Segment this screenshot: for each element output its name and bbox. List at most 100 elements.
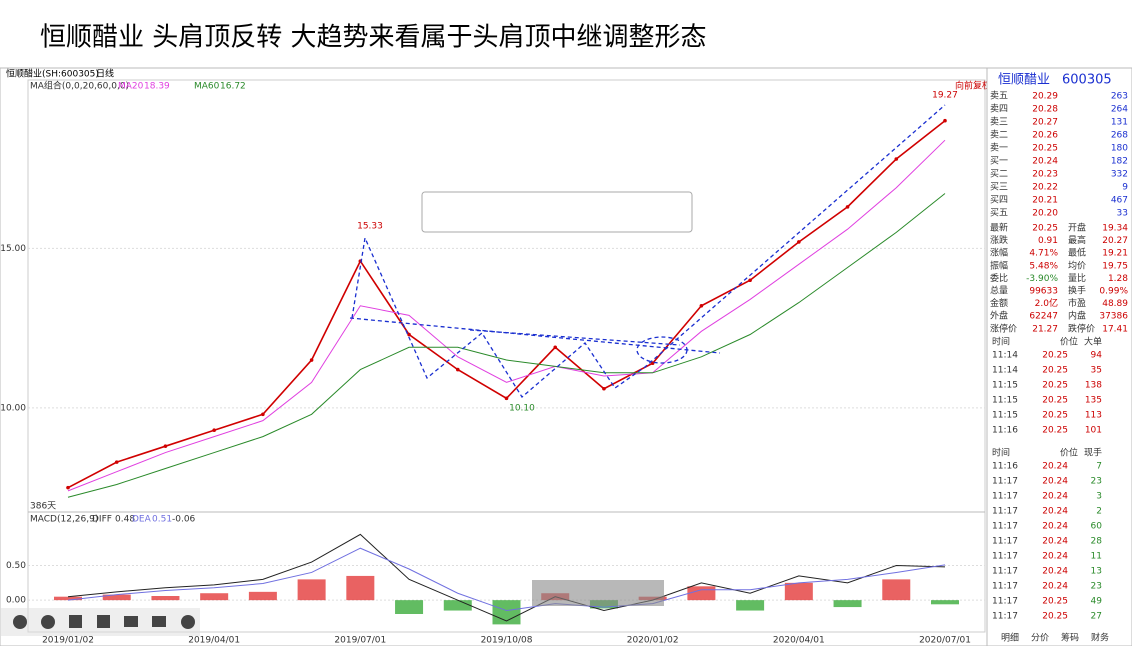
quote-cell: 7 [1096, 462, 1102, 472]
quote-cell: 卖五 [990, 91, 1008, 102]
stat-cell: 0.99% [1099, 287, 1128, 297]
tab[interactable]: 明细 [1001, 632, 1019, 644]
quote-cell: 11 [1091, 552, 1102, 562]
quote-cell: 60 [1091, 522, 1103, 532]
macd-bar [882, 579, 911, 601]
quote-cell: 买四 [990, 195, 1008, 206]
table-header: 现手 [1084, 447, 1102, 459]
quote-cell: 11:17 [992, 507, 1018, 517]
stat-cell: 换手 [1068, 285, 1086, 297]
overlay [532, 580, 664, 606]
quote-cell: 3 [1096, 492, 1102, 502]
price-point [212, 428, 216, 433]
ma-line [67, 193, 946, 498]
quote-cell: 买三 [990, 182, 1008, 193]
table-header: 价位 [1060, 447, 1078, 459]
more-button[interactable] [181, 615, 195, 629]
chart-frame [27, 79, 986, 633]
legend-value: 18.39 [144, 82, 170, 92]
macd-bar [102, 594, 131, 601]
capture-button[interactable] [97, 615, 110, 628]
stat-cell: 跌停价 [1068, 322, 1095, 334]
trend-lines [349, 104, 946, 398]
quote-cell: 20.25 [1042, 411, 1068, 421]
quote-panel [986, 67, 1132, 646]
price-point [699, 303, 704, 308]
quote-cell: 11:17 [992, 522, 1018, 532]
macd-bar [54, 596, 82, 601]
stat-cell: 19.34 [1102, 224, 1128, 234]
stat-cell: 总量 [990, 285, 1008, 297]
tab[interactable]: 筹码 [1061, 632, 1079, 644]
quote-cell: 20.24 [1042, 582, 1068, 592]
price-point [66, 485, 70, 490]
stat-cell: 市盈 [1068, 297, 1086, 309]
tab[interactable]: 财务 [1091, 632, 1109, 644]
table-header: 时间 [992, 447, 1010, 459]
quote-cell: 49 [1091, 597, 1103, 607]
quote-cell: 23 [1091, 477, 1102, 487]
quote-cell: 11:17 [992, 612, 1018, 622]
period[interactable]: 日线 [96, 68, 114, 80]
prev-button[interactable] [13, 615, 27, 629]
quote-cell: 20.20 [1032, 209, 1058, 219]
macd-bar [200, 593, 229, 601]
quote-cell: 113 [1085, 411, 1102, 421]
y-tick-label: 0.50 [6, 561, 26, 571]
stat-cell: 涨跌 [990, 235, 1008, 246]
quote-cell: 467 [1111, 196, 1128, 206]
table-header: 价位 [1060, 336, 1078, 348]
camera-button[interactable] [124, 616, 138, 627]
x-tick-label: 2019/01/02 [42, 636, 94, 646]
macd-bar [833, 600, 862, 608]
quote-cell: 买一 [990, 156, 1008, 167]
chat-button[interactable] [152, 616, 166, 627]
stock-code: 600305 [1062, 73, 1112, 88]
quote-cell: 20.25 [1042, 396, 1068, 406]
chart-title: 恒顺醋业(SH:600305) [6, 68, 99, 80]
macd-bar [297, 579, 326, 601]
quote-cell: 11:16 [992, 462, 1018, 472]
edit-button[interactable] [69, 615, 82, 628]
stat-cell: 62247 [1029, 312, 1058, 322]
quote-cell: 27 [1091, 612, 1102, 622]
table-header: 时间 [992, 336, 1010, 348]
quote-cell: 138 [1085, 381, 1102, 391]
quote-cell: 9 [1122, 183, 1128, 193]
quote-cell: 20.26 [1032, 131, 1058, 141]
quote-cell: 11:17 [992, 492, 1018, 502]
adjust-mode[interactable]: 向前复权 [955, 80, 991, 92]
y-tick-label: 10.00 [0, 403, 26, 413]
x-tick-label: 2019/04/01 [188, 636, 240, 646]
stat-cell: 19.21 [1102, 249, 1128, 259]
macd-bar [931, 600, 959, 605]
quote-cell: 20.25 [1042, 351, 1068, 361]
quote-cell: 35 [1091, 366, 1102, 376]
pattern-line [351, 104, 946, 398]
stat-cell: 37386 [1099, 312, 1128, 322]
page-title: 恒顺醋业 头肩顶反转 大趋势来看属于头肩顶中继调整形态 [40, 23, 707, 53]
tab[interactable]: 分价 [1031, 633, 1049, 644]
neckline-2 [469, 329, 681, 346]
quote-cell: 11:16 [992, 426, 1018, 436]
stat-cell: 5.48% [1029, 261, 1058, 271]
quote-cell: 20.22 [1032, 183, 1058, 193]
stat-cell: 外盘 [990, 310, 1008, 322]
quote-cell: 11:17 [992, 537, 1018, 547]
play-button[interactable] [41, 615, 55, 629]
macd-legend: 0.51 [152, 515, 172, 525]
quote-cell: 11:14 [992, 351, 1018, 361]
quote-cell: 20.21 [1032, 196, 1058, 206]
stat-cell: 19.75 [1102, 261, 1128, 271]
annotation-box [421, 191, 693, 233]
x-tick-label: 2020/07/01 [919, 636, 971, 646]
stat-cell: 委比 [990, 272, 1008, 284]
stat-cell: 2.0亿 [1035, 297, 1058, 309]
stat-cell: 17.41 [1102, 324, 1128, 334]
ma-line [67, 139, 946, 492]
stat-cell: 20.27 [1102, 236, 1128, 246]
stat-cell: 21.27 [1032, 324, 1058, 334]
annotation: 19.27 [932, 91, 958, 101]
